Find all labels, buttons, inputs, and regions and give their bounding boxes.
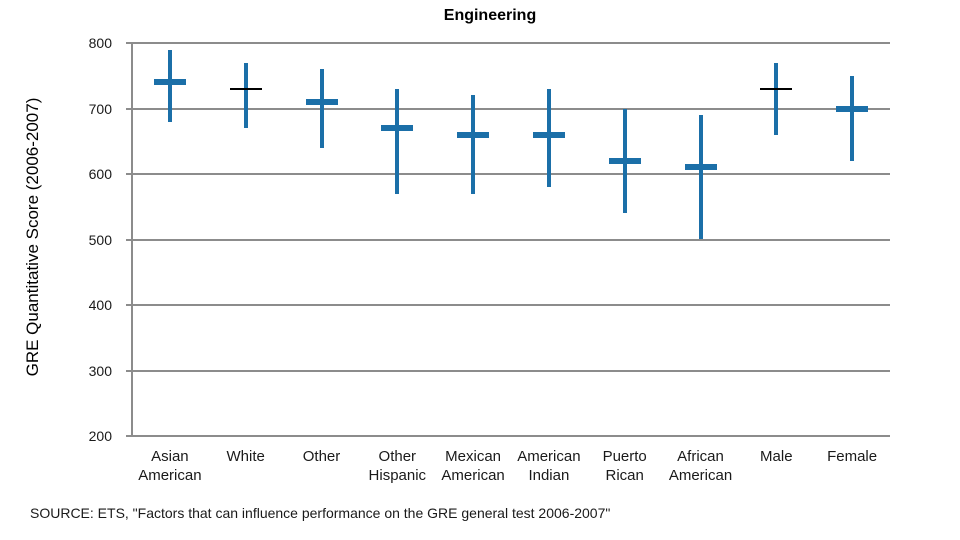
mean-marker bbox=[760, 87, 793, 90]
gridline-600 bbox=[132, 173, 890, 175]
y-tick-200 bbox=[126, 435, 132, 437]
gridline-300 bbox=[132, 369, 890, 372]
mean-marker bbox=[153, 79, 186, 86]
mean-marker bbox=[532, 131, 565, 138]
y-tick-label-400: 400 bbox=[88, 297, 112, 313]
y-tick-label-800: 800 bbox=[88, 35, 112, 51]
y-tick-label-600: 600 bbox=[88, 166, 112, 182]
mean-marker bbox=[229, 87, 262, 90]
mean-marker bbox=[381, 125, 414, 132]
source-note: SOURCE: ETS, "Factors that can influence… bbox=[30, 505, 611, 521]
error-range-line bbox=[243, 62, 248, 129]
gridline-700 bbox=[132, 107, 890, 110]
error-range-line bbox=[850, 75, 855, 161]
y-tick-label-300: 300 bbox=[88, 362, 112, 379]
mean-marker bbox=[608, 157, 641, 164]
x-label-mexican-american: Mexican American bbox=[441, 448, 505, 484]
x-label-other-hispanic: Other Hispanic bbox=[368, 448, 427, 484]
y-tick-300 bbox=[126, 369, 132, 372]
y-tick-label-200: 200 bbox=[88, 428, 112, 444]
y-tick-label-700: 700 bbox=[88, 100, 112, 117]
error-range-line bbox=[395, 88, 400, 194]
error-range-line bbox=[546, 88, 551, 188]
x-label-male: Male bbox=[760, 448, 793, 465]
x-label-african-american: African American bbox=[668, 448, 733, 484]
error-range-line bbox=[774, 62, 779, 135]
gridline-200 bbox=[132, 435, 890, 437]
y-tick-label-500: 500 bbox=[88, 231, 112, 248]
error-range-line bbox=[167, 49, 172, 122]
y-tick-700 bbox=[126, 107, 132, 110]
y-tick-500 bbox=[126, 238, 132, 241]
y-tick-400 bbox=[126, 304, 132, 306]
error-range-line bbox=[471, 95, 476, 194]
x-label-american-indian: American Indian bbox=[517, 448, 581, 484]
x-label-asian-american: Asian American bbox=[138, 448, 202, 484]
mean-marker bbox=[684, 164, 717, 171]
x-label-female: Female bbox=[827, 448, 878, 465]
x-label-white: White bbox=[226, 448, 265, 465]
x-label-other: Other bbox=[302, 448, 341, 465]
x-label-puerto-rican: Puerto Rican bbox=[602, 448, 647, 484]
chart-title: Engineering bbox=[443, 7, 537, 24]
mean-marker bbox=[836, 105, 869, 112]
error-range-line bbox=[698, 115, 703, 240]
gridline-400 bbox=[132, 304, 890, 306]
gridline-800 bbox=[132, 42, 890, 44]
gridline-500 bbox=[132, 238, 890, 241]
plot-area bbox=[126, 42, 890, 437]
y-tick-600 bbox=[126, 173, 132, 175]
mean-marker bbox=[305, 98, 338, 105]
y-axis-line bbox=[131, 42, 133, 437]
mean-marker bbox=[457, 131, 490, 138]
error-range-line bbox=[319, 69, 324, 148]
y-tick-800 bbox=[126, 42, 132, 44]
